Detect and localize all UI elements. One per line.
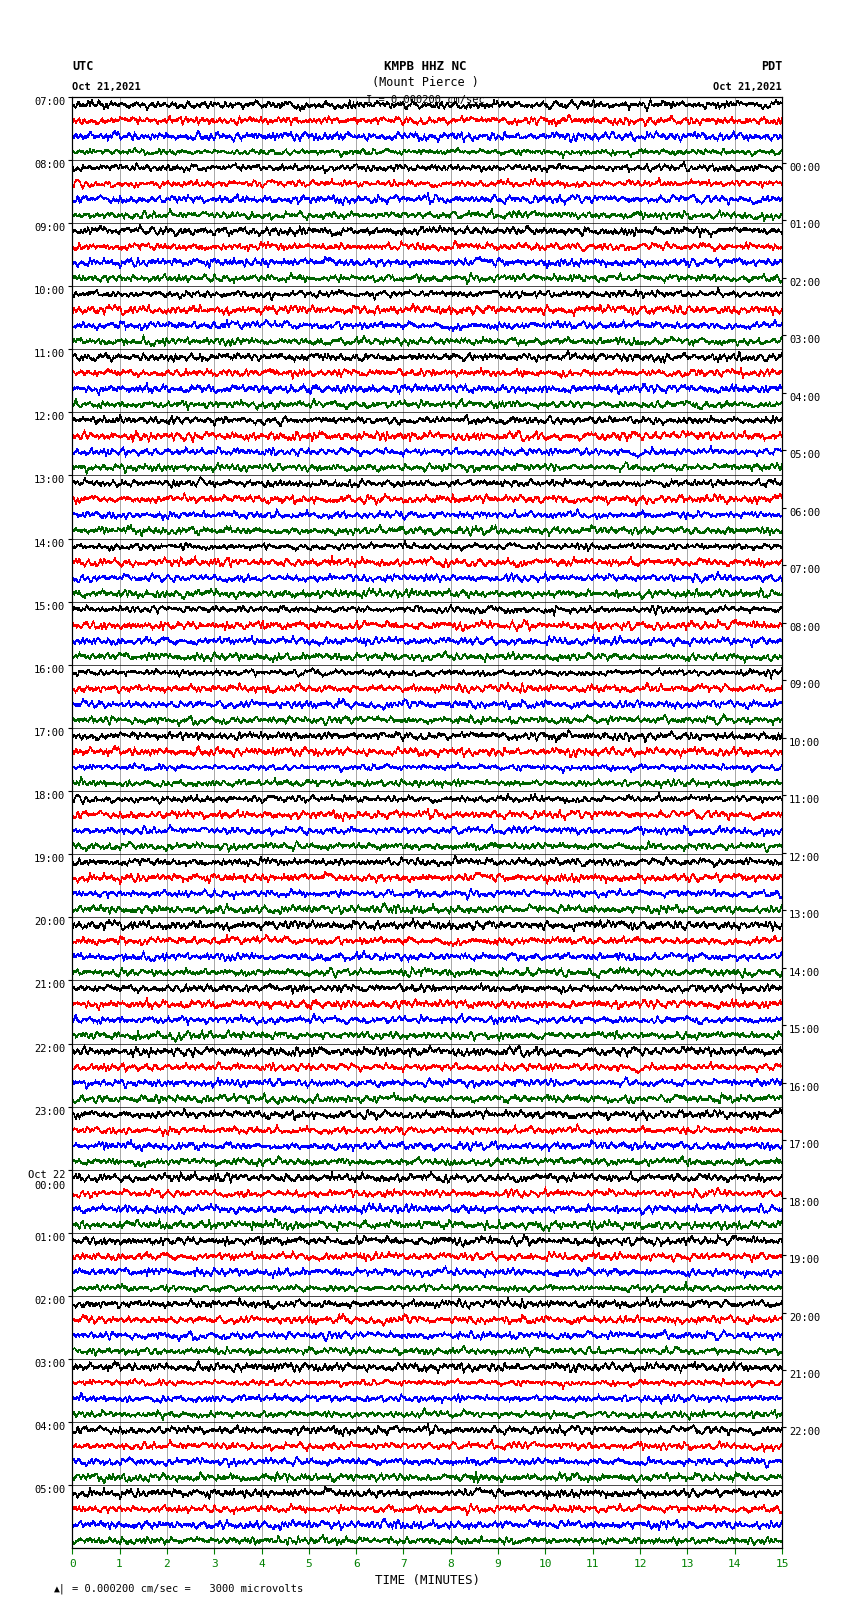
Text: (Mount Pierce ): (Mount Pierce ) <box>371 76 479 89</box>
Text: ▲|: ▲| <box>54 1582 65 1594</box>
Text: Oct 21,2021: Oct 21,2021 <box>72 82 141 92</box>
Text: UTC: UTC <box>72 60 94 73</box>
X-axis label: TIME (MINUTES): TIME (MINUTES) <box>375 1574 479 1587</box>
Text: Oct 21,2021: Oct 21,2021 <box>713 82 782 92</box>
Text: I = 0.000200 cm/sec: I = 0.000200 cm/sec <box>366 95 484 105</box>
Text: = 0.000200 cm/sec =   3000 microvolts: = 0.000200 cm/sec = 3000 microvolts <box>72 1584 303 1594</box>
Text: KMPB HHZ NC: KMPB HHZ NC <box>383 60 467 73</box>
Text: PDT: PDT <box>761 60 782 73</box>
